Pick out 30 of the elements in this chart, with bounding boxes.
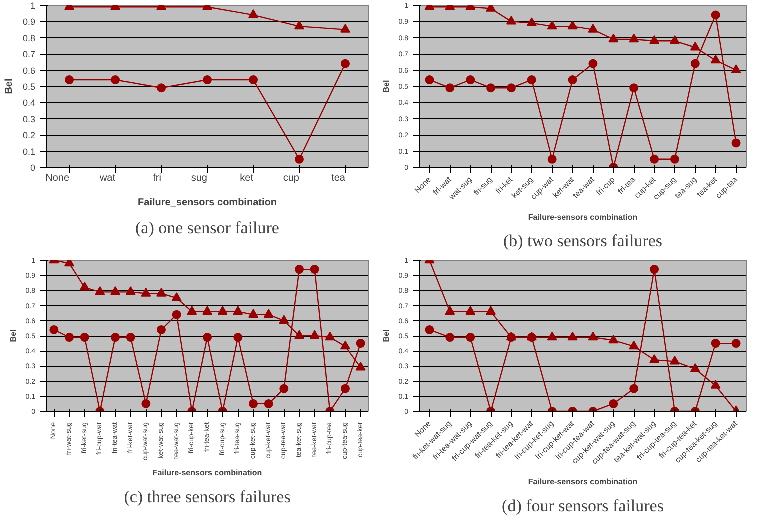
x-tick-label: fri	[153, 173, 162, 184]
x-tick-label: wat	[98, 173, 116, 184]
text: (b) two sensors failures	[503, 232, 663, 250]
x-axis-title: Failure-sensors combination	[528, 477, 638, 486]
y-axis-title: Bel	[382, 330, 391, 342]
y-tick-label: 0.7	[22, 50, 36, 60]
y-tick-label: 0.9	[22, 17, 36, 28]
y-tick-label: 0.6	[22, 66, 36, 76]
y-tick-label: 0.1	[22, 146, 36, 157]
x-tick-label: tea	[332, 173, 346, 184]
x-axis-title: Failure_sensors combination	[138, 198, 277, 208]
y-tick-label: 0.8	[22, 33, 36, 44]
y-tick-label: 1	[30, 1, 36, 11]
x-tick-label: cup	[283, 173, 300, 184]
y-tick-label: 0.5	[22, 82, 36, 92]
x-tick-label: ket	[240, 173, 254, 184]
y-axis-title: Bel	[8, 330, 18, 342]
x-axis-title: Failure-sensors combination	[152, 468, 262, 478]
text: (c) three sensors failures	[124, 488, 291, 506]
y-axis-title: Bel	[4, 78, 15, 94]
x-tick-label: None	[46, 173, 70, 184]
y-tick-label: 0.2	[22, 130, 36, 141]
text: (d) four sensors failures	[502, 496, 664, 516]
x-axis-title: Failure-sensors combination	[528, 212, 638, 222]
y-tick-label: 0	[30, 163, 36, 173]
y-axis-title: Bel	[382, 80, 391, 93]
y-tick-label: 0.3	[22, 114, 36, 124]
x-tick-label: sug	[191, 173, 208, 184]
y-tick-label: 0.4	[22, 98, 36, 108]
text: (a) one sensor failure	[136, 218, 280, 238]
